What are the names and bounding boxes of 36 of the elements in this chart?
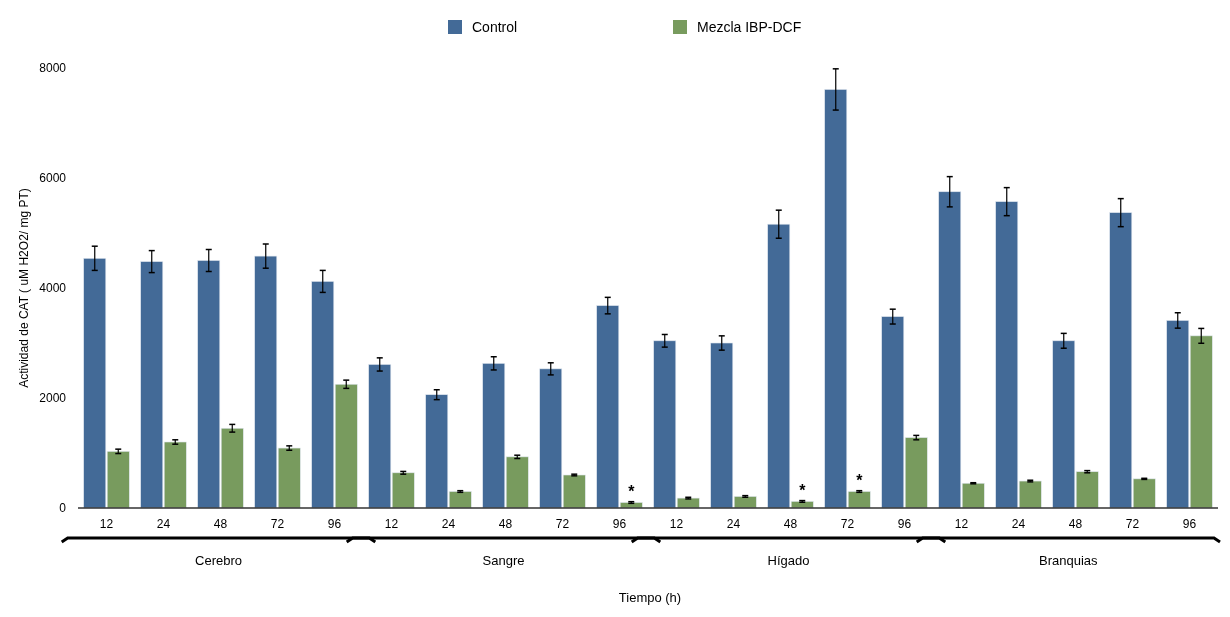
- x-tick-label: 72: [270, 517, 285, 531]
- x-tick-label: 72: [555, 517, 570, 531]
- y-tick-label: 8000: [39, 61, 67, 76]
- text: Hígado: [767, 553, 810, 568]
- y-tick-label: 2000: [39, 391, 67, 406]
- data-label: *: [799, 481, 807, 499]
- x-tick-label: 12: [99, 517, 114, 531]
- x-tick-label: 24: [726, 517, 741, 531]
- x-tick-label: 48: [1068, 517, 1083, 531]
- y-tick-label: 4000: [39, 281, 67, 296]
- x-tick-label: 96: [1182, 517, 1197, 531]
- y-tick-label: 6000: [39, 171, 67, 186]
- x-tick-label: 24: [441, 517, 456, 531]
- x-tick-label: 12: [954, 517, 969, 531]
- text: Cerebro: [195, 553, 242, 568]
- x-tick-label: 96: [897, 517, 912, 531]
- data-label: *: [856, 471, 864, 489]
- text: Sangre: [482, 553, 525, 568]
- x-tick-label: 24: [156, 517, 171, 531]
- data-label: *: [628, 482, 636, 500]
- x-tick-label: 24: [1011, 517, 1026, 531]
- x-tick-label: 72: [840, 517, 855, 531]
- x-tick-label: 48: [783, 517, 798, 531]
- legend-label: Mezcla IBP-DCF: [697, 19, 802, 35]
- y-axis-title: Actividad de CAT ( uM H2O2/ mg PT): [17, 188, 31, 388]
- text: Branquias: [1039, 553, 1099, 568]
- legend-label: Control: [472, 19, 518, 35]
- x-tick-label: 48: [213, 517, 228, 531]
- x-tick-label: 12: [384, 517, 399, 531]
- x-tick-label: 96: [612, 517, 627, 531]
- x-tick-label: 72: [1125, 517, 1140, 531]
- x-axis-title: Tiempo (h): [618, 590, 682, 605]
- y-tick-label: 0: [59, 501, 67, 516]
- x-tick-label: 12: [669, 517, 684, 531]
- x-tick-label: 96: [327, 517, 342, 531]
- x-tick-label: 48: [498, 517, 513, 531]
